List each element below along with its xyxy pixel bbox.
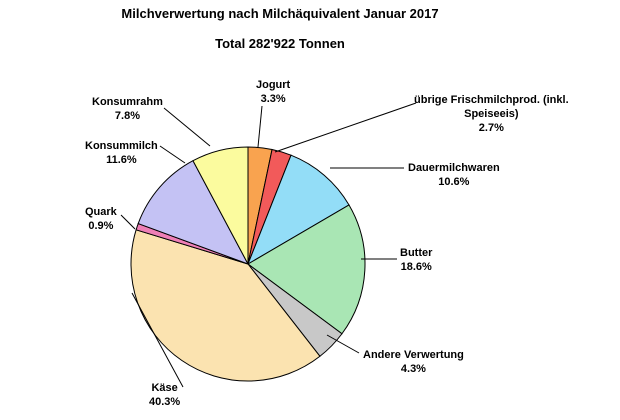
label-butter: Butter 18.6% [400,247,433,273]
label-kaese: Käse 40.3% [149,382,181,408]
pie-slice-8 [192,146,249,265]
label-konsummilch: Konsummilch 11.6% [85,140,158,166]
leader-line-5 [131,292,184,388]
leader-line-4 [326,334,360,354]
label-andere-verwertung: Andere Verwertung 4.3% [363,349,464,375]
leader-line-7 [159,145,186,164]
label-quark: Quark 0.9% [85,206,117,232]
leader-line-6 [120,214,136,230]
chart-title: Milchverwertung nach Milchäquivalent Jan… [121,6,439,21]
pie-slice-7 [137,160,250,265]
leader-line-8 [163,107,211,147]
label-konsumrahm: Konsumrahm 7.8% [92,96,163,122]
pie-slice-2 [247,154,350,266]
label-dauermilchwaren: Dauermilchwaren 10.6% [408,162,500,188]
leader-line-1 [274,102,417,153]
pie-slice-5 [130,229,321,382]
label-jogurt: Jogurt 3.3% [256,79,291,105]
leader-line-0 [257,105,263,148]
label-uebrige-frischmilchprodukte: übrige Frischmilchprod. (inkl. Speiseeis… [414,94,569,134]
pie-slice-3 [247,204,366,335]
chart-subtitle: Total 282'922 Tonnen [215,36,345,51]
